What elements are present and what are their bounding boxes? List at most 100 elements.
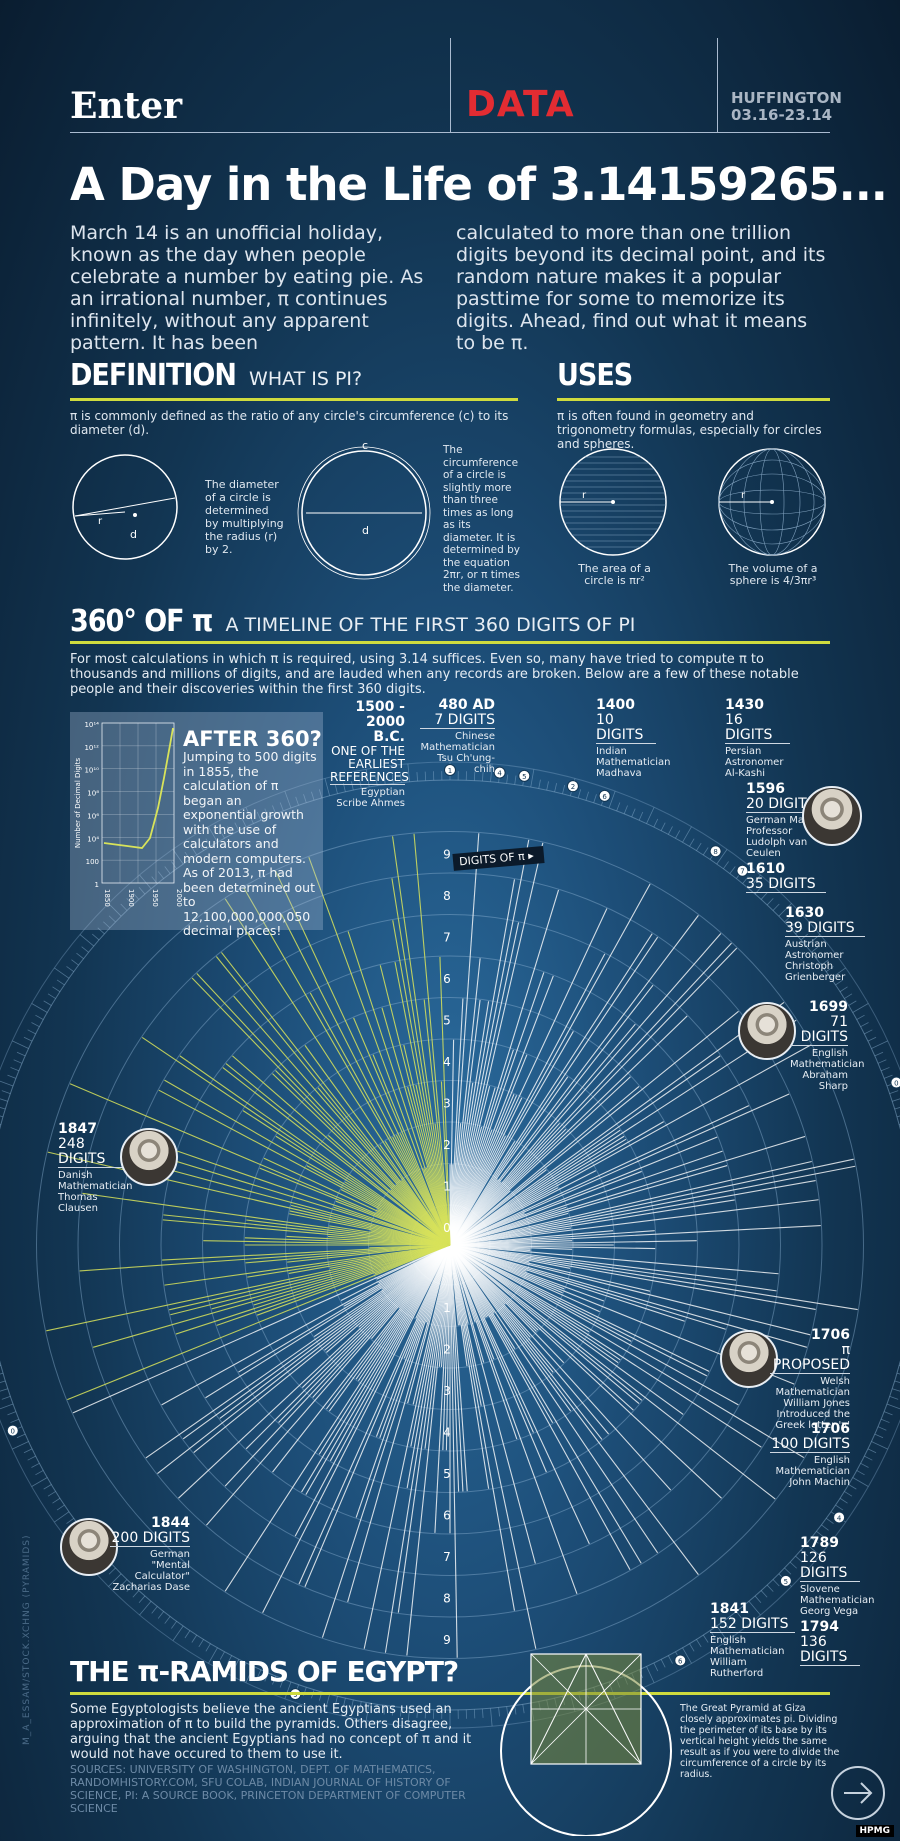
digit-spoke (164, 1079, 451, 1246)
anno-clausen: 1847 248 DIGITS Danish Mathematician Tho… (58, 1122, 132, 1214)
next-arrow-icon[interactable] (829, 1764, 887, 1822)
digit-spoke (162, 1244, 451, 1261)
pyramids-rule (70, 1692, 830, 1695)
pyramids-head: THE π-RAMIDS OF EGYPT? (70, 1655, 459, 1688)
digit-spoke (134, 1148, 451, 1246)
timeline-sub: A TIMELINE OF THE FIRST 360 DIGITS OF PI (225, 614, 636, 636)
digit-spoke (449, 1105, 750, 1246)
portrait-sharp (738, 1002, 796, 1060)
anno-sharp: 1699 71 DIGITS English Mathematician Abr… (790, 1000, 864, 1092)
digit-spoke (449, 1135, 806, 1246)
digit-spoke (449, 958, 481, 1246)
digit-spoke (309, 992, 451, 1246)
digit-spoke (169, 1244, 451, 1311)
digit-spoke (347, 931, 451, 1246)
digit-spoke (449, 953, 606, 1246)
digit-spoke (392, 920, 451, 1246)
digit-spoke (423, 999, 451, 1246)
digit-spoke (449, 1244, 547, 1473)
digit-spoke (178, 1244, 451, 1499)
digit-spoke (394, 961, 451, 1246)
ring-digit-label: 9 (443, 847, 451, 861)
ring-digit-label: 6 (443, 972, 451, 986)
digit-spoke (326, 1244, 451, 1410)
digit-spoke (381, 1007, 451, 1246)
ring-digit-label: 8 (443, 889, 451, 903)
digit-spoke (321, 1244, 451, 1638)
anno-grienberger-desc: Austrian Astronomer Christoph Grienberge… (785, 939, 846, 983)
digit-spoke (170, 1244, 451, 1316)
digit-spoke (317, 1087, 451, 1246)
digit-spoke (449, 1055, 721, 1246)
digit-spoke (449, 1244, 600, 1313)
digit-spoke (449, 1244, 811, 1336)
after-360-chart: 10¹⁴ 10¹² 10¹⁰ 10⁸ 10⁶ 10⁴ 100 1 1850 1900 1950 200… (74, 721, 183, 907)
landmark-number: 5 (522, 773, 526, 781)
digit-spoke (449, 1136, 718, 1246)
digit-spoke (449, 1244, 468, 1492)
digit-spoke (449, 1158, 854, 1246)
issue-dates: 03.16-23.14 (731, 106, 833, 124)
label-c: c (362, 439, 368, 452)
landmark-number: 4 (497, 770, 502, 778)
circumference-text: The circumference of a circle is slightl… (443, 444, 520, 594)
pyramids-text: Some Egyptologists believe the ancient E… (70, 1702, 472, 1762)
portrait-clausen (120, 1128, 178, 1186)
anno-ahmes-year2: 2000 B.C. (366, 714, 405, 745)
after-ytick: 10¹⁴ (84, 721, 99, 729)
digit-spoke (353, 1017, 451, 1246)
landmark-marker (833, 1511, 846, 1524)
digit-spoke (219, 1244, 451, 1419)
digit-spoke (232, 1055, 451, 1246)
digit-spoke (224, 898, 451, 1246)
brand-data: DATA (466, 84, 575, 125)
digit-spoke (449, 1076, 569, 1246)
digit-spoke (305, 1244, 451, 1495)
anno-sharp-desc: English Mathematician Abraham Sharp (790, 1048, 865, 1092)
diameter-diagram: r d (72, 454, 178, 560)
digit-spoke (449, 1244, 779, 1275)
landmark-number: 9 (293, 1691, 297, 1699)
digit-spoke (449, 1179, 816, 1246)
digit-spoke (449, 1054, 528, 1246)
digit-spoke (449, 933, 722, 1246)
ring-digit-label: 5 (443, 1013, 451, 1027)
anno-tsu: 480 AD 7 DIGITS Chinese Mathematician Ts… (420, 698, 495, 775)
huffington-label: HUFFINGTON (731, 89, 842, 107)
digit-spoke (259, 1167, 451, 1246)
digit-spoke (449, 1001, 785, 1246)
landmark-marker (6, 1424, 19, 1437)
landmark-marker (709, 845, 722, 858)
digit-spoke (445, 1244, 451, 1451)
anno-dase-digits: 200 DIGITS (110, 1530, 190, 1547)
digit-spoke (449, 1244, 642, 1564)
uses-head: USES (557, 358, 633, 393)
digit-spoke (347, 1244, 451, 1603)
anno-ceulen: 1596 20 DIGITS German Math Professor Lud… (746, 782, 826, 895)
sources: SOURCES: UNIVERSITY OF WASHINGTON, DEPT.… (70, 1763, 466, 1815)
landmark-marker (566, 780, 579, 793)
anno-machin-desc: English Mathematician John Machin (775, 1455, 850, 1488)
digit-spoke (449, 1244, 610, 1435)
digit-spoke (449, 1244, 619, 1364)
digit-spoke (449, 947, 738, 1246)
anno-alkashi-desc: Persian Astronomer Al-Kashi (725, 746, 784, 779)
ring-digit-label: 9 (443, 1633, 451, 1647)
digit-spoke (275, 870, 451, 1246)
portrait-ceulen (802, 786, 862, 846)
ring-digit-label: 1 (443, 1301, 451, 1315)
after-ytick: 1 (95, 881, 99, 889)
anno-vega-digits: 126 DIGITS (800, 1551, 860, 1582)
anno-madhava-year: 1400 (596, 697, 635, 713)
digit-spoke (275, 1135, 451, 1246)
digit-spoke (245, 1244, 451, 1264)
label-r: r (98, 516, 103, 527)
digit-spoke (175, 1244, 451, 1335)
anno-ceulen-digits: 20 DIGITS (746, 797, 826, 813)
digit-spoke (244, 1237, 451, 1246)
digit-spoke (308, 856, 451, 1246)
digit-spoke (449, 1244, 710, 1372)
anno-ahmes-digits: ONE OF THE EARLIEST REFERENCES (330, 744, 409, 785)
digit-spoke (449, 1244, 458, 1658)
digit-spoke (449, 1044, 812, 1246)
